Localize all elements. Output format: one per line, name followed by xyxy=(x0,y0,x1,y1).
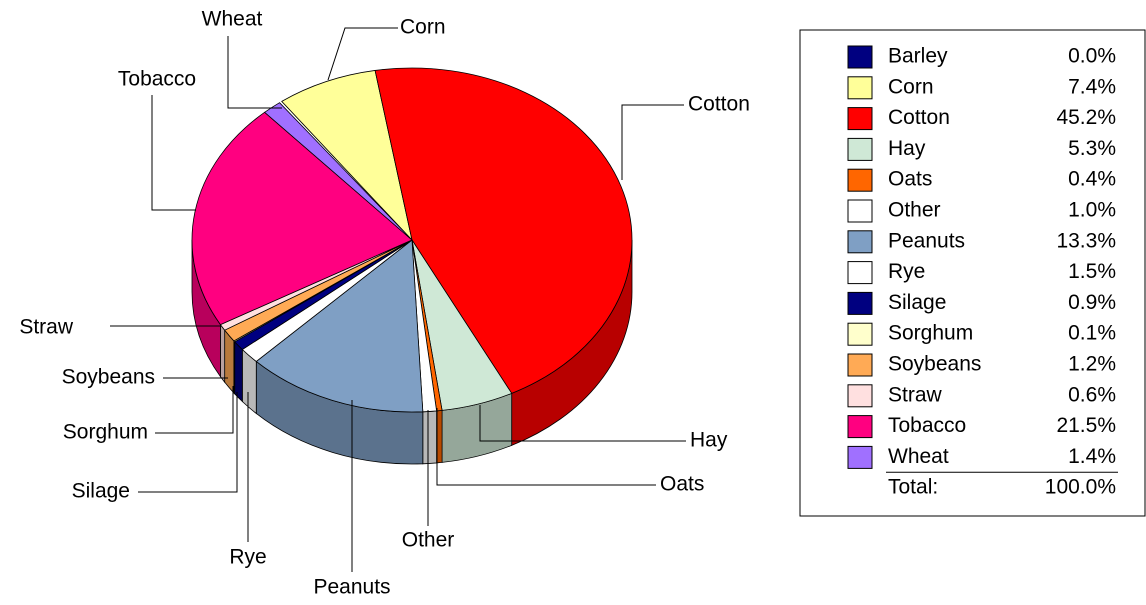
leader-line xyxy=(327,27,398,81)
legend-label: Soybeans xyxy=(888,353,981,376)
legend-value: 7.4% xyxy=(1068,75,1116,98)
legend-value: 0.4% xyxy=(1068,168,1116,191)
slice-label: Corn xyxy=(400,16,446,39)
legend-swatch xyxy=(847,76,873,100)
slice-label: Oats xyxy=(660,473,704,496)
legend-label: Peanuts xyxy=(888,229,965,252)
legend-swatch xyxy=(847,137,873,161)
leader-line xyxy=(155,386,234,434)
legend-label: Sorghum xyxy=(888,322,973,345)
legend-total-value: 100.0% xyxy=(1045,476,1116,499)
slice-label: Straw xyxy=(19,316,74,339)
legend-swatch xyxy=(847,168,873,192)
slice-side xyxy=(234,340,243,403)
legend-label: Cotton xyxy=(888,106,950,129)
legend-value: 1.2% xyxy=(1068,353,1116,376)
legend-swatch xyxy=(847,230,873,254)
legend-swatch xyxy=(847,291,873,315)
slice xyxy=(255,239,424,413)
legend-value: 45.2% xyxy=(1056,106,1116,129)
legend-value: 0.6% xyxy=(1068,383,1116,406)
slice-side xyxy=(422,410,437,465)
legend-swatch xyxy=(847,322,873,346)
legend-label: Rye xyxy=(888,260,925,283)
slice-label: Silage xyxy=(72,480,130,503)
leader-line xyxy=(151,95,196,211)
slice-label: Peanuts xyxy=(313,576,390,599)
legend-swatch xyxy=(847,384,873,408)
legend-value: 0.0% xyxy=(1068,45,1116,68)
legend-value: 1.4% xyxy=(1068,445,1116,468)
legend-label: Oats xyxy=(888,168,932,191)
legend-value: 13.3% xyxy=(1056,229,1116,252)
slice-label: Other xyxy=(402,529,455,552)
slice-label: Cotton xyxy=(688,93,750,116)
legend-swatch xyxy=(847,107,873,131)
slice xyxy=(263,102,413,241)
leader-line xyxy=(479,405,686,442)
slice-label: Wheat xyxy=(202,8,263,31)
legend-total-label: Total: xyxy=(888,476,938,499)
legend-label: Barley xyxy=(888,45,948,68)
legend-value: 5.3% xyxy=(1068,137,1116,160)
legend-value: 1.0% xyxy=(1068,199,1116,222)
legend-label: Wheat xyxy=(888,445,949,468)
slice-label: Rye xyxy=(229,546,266,569)
legend-swatch xyxy=(847,445,873,469)
legend-label: Hay xyxy=(888,137,926,160)
legend-label: Silage xyxy=(888,291,946,314)
legend-swatch xyxy=(847,415,873,439)
legend-label: Corn xyxy=(888,75,934,98)
legend-swatch xyxy=(847,353,873,377)
slice-label: Sorghum xyxy=(63,421,148,444)
leader-line xyxy=(138,392,238,493)
leader-line xyxy=(436,408,656,486)
slice-label: Tobacco xyxy=(118,68,196,91)
legend-value: 0.9% xyxy=(1068,291,1116,314)
leader-line xyxy=(621,104,684,180)
slice-side xyxy=(220,323,226,384)
legend-swatch xyxy=(847,199,873,223)
leader-line xyxy=(227,36,282,109)
legend-value: 1.5% xyxy=(1068,260,1116,283)
legend-value: 21.5% xyxy=(1056,414,1116,437)
slice-label: Soybeans xyxy=(62,366,155,389)
slice xyxy=(281,69,413,242)
legend-swatch xyxy=(847,261,873,285)
legend-label: Straw xyxy=(888,383,943,406)
slice xyxy=(191,111,413,326)
slice-label: Hay xyxy=(690,429,728,452)
legend-value: 0.1% xyxy=(1068,322,1116,345)
slice xyxy=(374,67,633,394)
legend-label: Other xyxy=(888,199,941,222)
legend-label: Tobacco xyxy=(888,414,966,437)
legend-swatch xyxy=(847,45,873,69)
